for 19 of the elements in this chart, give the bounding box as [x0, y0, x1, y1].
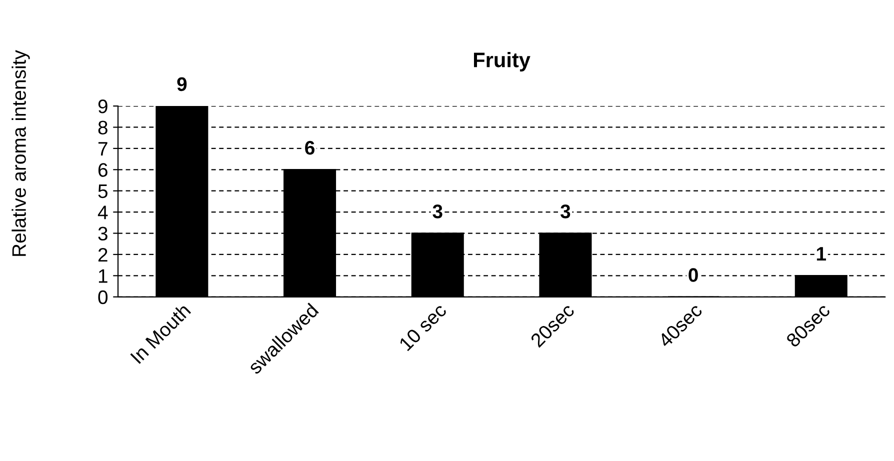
- chart-title: Fruity: [474, 52, 530, 72]
- y-tick-label: 8: [98, 120, 108, 134]
- y-tick-label: 1: [98, 269, 108, 283]
- y-tick-label: 0: [98, 290, 108, 304]
- y-tick-label: 2: [98, 248, 108, 262]
- data-label: 3: [560, 204, 570, 218]
- y-tick-label: 3: [98, 226, 108, 241]
- data-label: 6: [305, 140, 314, 155]
- data-label: 0: [688, 268, 698, 282]
- y-tick-label: 4: [98, 206, 108, 220]
- y-tick-label: 7: [98, 142, 108, 156]
- x-tick-label: 10 sec: [398, 302, 448, 352]
- data-label: 9: [177, 77, 187, 92]
- y-axis-title: Relative aroma intensity: [12, 50, 30, 256]
- data-label: 1: [816, 247, 826, 261]
- data-label: 3: [432, 204, 442, 218]
- y-tick-label: 6: [98, 163, 108, 177]
- y-tick-label: 5: [98, 184, 108, 198]
- y-tick-label: 9: [98, 100, 108, 114]
